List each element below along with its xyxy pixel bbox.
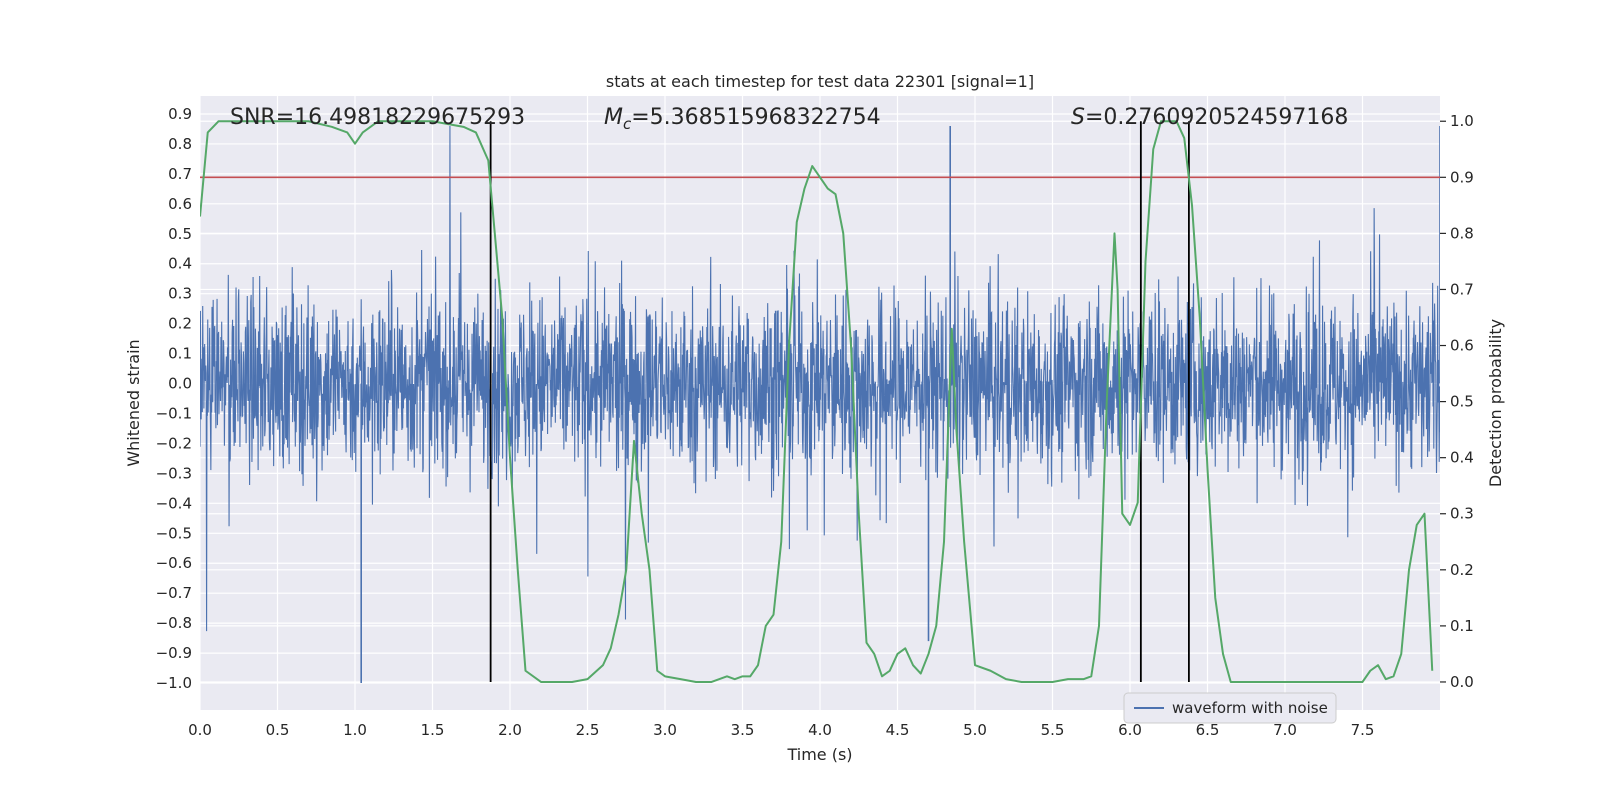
y-left-tick-label: 0.8 xyxy=(168,135,192,153)
x-tick-label: 2.5 xyxy=(576,721,600,739)
y-left-tick-label: −0.6 xyxy=(156,554,192,572)
y-right-tick-label: 0.3 xyxy=(1450,505,1474,523)
x-tick-label: 6.5 xyxy=(1196,721,1220,739)
legend-label: waveform with noise xyxy=(1172,699,1328,717)
y-left-tick-label: −0.4 xyxy=(156,494,192,512)
s-value: =0.2760920524597168 xyxy=(1085,105,1348,130)
x-tick-label: 4.0 xyxy=(808,721,832,739)
mc-subscript: c xyxy=(623,115,632,133)
mc-symbol: M xyxy=(604,105,623,130)
x-axis-title: Time (s) xyxy=(786,745,852,764)
x-tick-label: 4.5 xyxy=(886,721,910,739)
y-right-axis-title: Detection probability xyxy=(1486,319,1505,487)
y-right-tick-label: 0.0 xyxy=(1450,673,1474,691)
x-tick-label: 2.0 xyxy=(498,721,522,739)
x-axis-ticks: 0.0 0.5 1.0 1.5 2.0 2.5 3.0 3.5 4.0 4.5 5.0 5.5 6.0 6… xyxy=(188,721,1374,739)
y-left-tick-label: −1.0 xyxy=(156,674,192,692)
x-tick-label: 7.5 xyxy=(1351,721,1375,739)
x-tick-label: 3.5 xyxy=(731,721,755,739)
x-tick-label: 3.0 xyxy=(653,721,677,739)
y-left-axis-title: Whitened strain xyxy=(124,339,143,466)
y-left-tick-label: 0.5 xyxy=(168,225,192,243)
y-right-tick-label: 0.1 xyxy=(1450,617,1474,635)
y-left-tick-label: 0.2 xyxy=(168,315,192,333)
s-symbol: S xyxy=(1071,105,1085,130)
probability-line xyxy=(200,120,1434,683)
y-left-tick-label: 0.6 xyxy=(168,195,192,213)
y-left-tick-label: −0.3 xyxy=(156,464,192,482)
x-tick-label: 7.0 xyxy=(1273,721,1297,739)
y-left-tick-label: 0.7 xyxy=(168,165,192,183)
y-right-tick-label: 1.0 xyxy=(1450,112,1474,130)
waveform-series xyxy=(200,125,1440,684)
y-left-tick-label: −0.5 xyxy=(156,524,192,542)
chart-title: stats at each timestep for test data 223… xyxy=(606,72,1034,91)
detection-probability-series xyxy=(200,120,1434,683)
y-right-tick-label: 0.7 xyxy=(1450,280,1474,298)
y-left-tick-label: −0.7 xyxy=(156,584,192,602)
y-left-tick-label: 0.1 xyxy=(168,345,192,363)
mc-value: =5.368515968322754 xyxy=(631,105,880,130)
y-right-tick-label: 0.6 xyxy=(1450,337,1474,355)
x-tick-label: 1.0 xyxy=(343,721,367,739)
y-right-tick-label: 0.4 xyxy=(1450,449,1474,467)
s-annotation: S=0.2760920524597168 xyxy=(1071,105,1348,130)
x-tick-label: 5.0 xyxy=(963,721,987,739)
waveform-line xyxy=(200,125,1440,632)
x-tick-label: 0.5 xyxy=(266,721,290,739)
y-right-tick-label: 0.8 xyxy=(1450,224,1474,242)
x-tick-label: 5.5 xyxy=(1041,721,1065,739)
y-left-tick-label: −0.2 xyxy=(156,434,192,452)
y-left-tick-label: −0.1 xyxy=(156,404,192,422)
y-left-tick-label: 0.4 xyxy=(168,255,192,273)
y-left-tick-label: 0.3 xyxy=(168,285,192,303)
y-right-tick-label: 0.2 xyxy=(1450,561,1474,579)
y-left-tick-label: 0.0 xyxy=(168,375,192,393)
y-right-axis-ticks: 1.0 0.9 0.8 0.7 0.6 0.5 0.4 0.3 0.2 0.1 0.0 xyxy=(1440,112,1474,691)
snr-annotation: SNR=16.49818229675293 xyxy=(230,105,525,130)
y-left-tick-label: −0.8 xyxy=(156,614,192,632)
x-tick-label: 1.5 xyxy=(421,721,445,739)
legend-box xyxy=(1123,692,1337,724)
legend: waveform with noise xyxy=(1123,692,1337,724)
chirp-mass-annotation: Mc=5.368515968322754 xyxy=(604,105,881,133)
y-right-tick-label: 0.5 xyxy=(1450,393,1474,411)
y-left-axis-ticks: 0.9 0.8 0.7 0.6 0.5 0.4 0.3 0.2 0.1 0.0 −0.1 −0.2 −0… xyxy=(156,105,192,692)
x-tick-label: 0.0 xyxy=(188,721,212,739)
y-left-tick-label: 0.9 xyxy=(168,105,192,123)
y-left-tick-label: −0.9 xyxy=(156,644,192,662)
x-tick-label: 6.0 xyxy=(1118,721,1142,739)
y-right-tick-label: 0.9 xyxy=(1450,168,1474,186)
